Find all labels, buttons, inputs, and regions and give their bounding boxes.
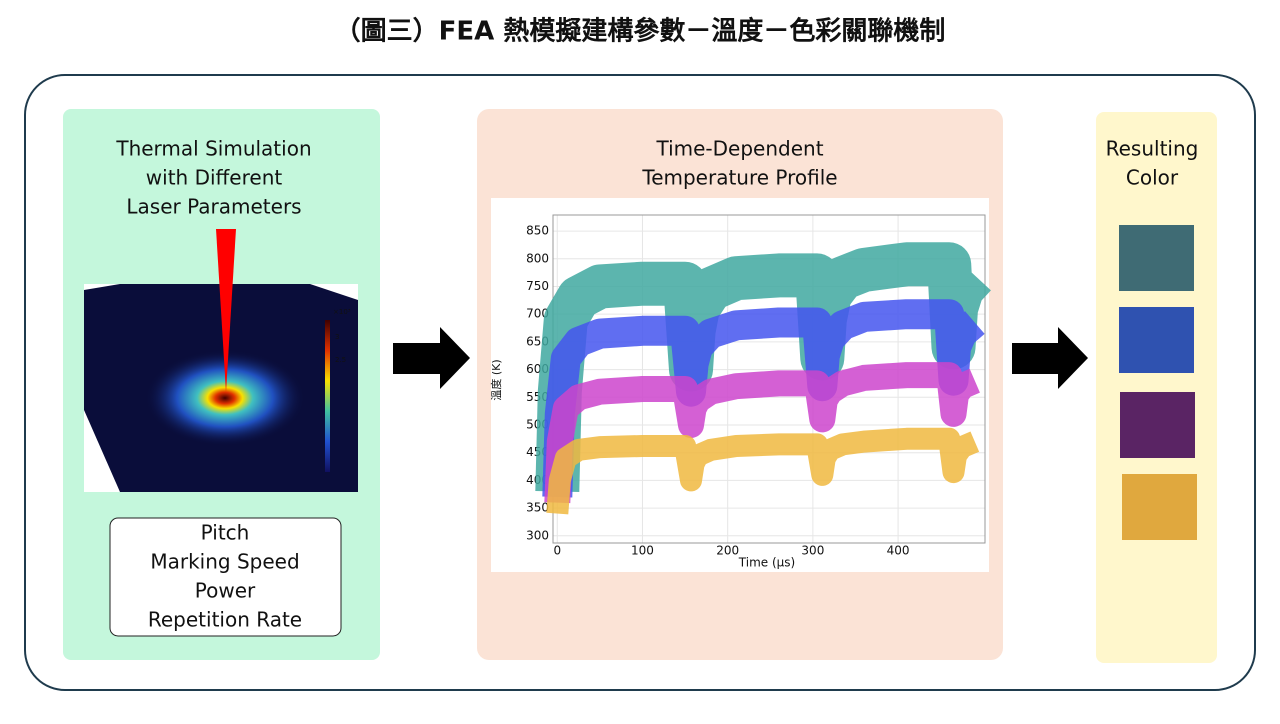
parameter: Marking Speed <box>150 550 299 574</box>
heading: Time-Dependent <box>655 137 823 161</box>
parameter-box <box>109 517 342 637</box>
title: （圖三）FEA 熱模擬建構參數－溫度－色彩關聯機制 <box>335 16 946 47</box>
x-axis-label: Time (μs) <box>738 556 795 570</box>
heading: Color <box>1126 166 1179 190</box>
y-axis-label: 溫度 (K) <box>489 359 503 400</box>
x-tick-label: 100 <box>631 544 654 558</box>
result-panel <box>1096 112 1217 663</box>
x-tick-label: 300 <box>801 544 824 558</box>
y-tick-label: 850 <box>526 224 549 238</box>
heading: Temperature Profile <box>641 166 837 190</box>
colorbar-exponent: ×10³ <box>333 308 351 316</box>
x-tick-label: 0 <box>553 544 561 558</box>
thermal-image: ×10³ 3 2.5 <box>84 229 358 492</box>
heading: Resulting <box>1106 137 1199 161</box>
heading: Laser Parameters <box>126 195 301 219</box>
color-swatch <box>1120 392 1195 458</box>
heading: with Different <box>146 166 283 190</box>
color-swatch <box>1119 307 1194 373</box>
y-tick-label: 300 <box>526 528 549 542</box>
parameter: Repetition Rate <box>148 608 302 632</box>
arrow <box>1012 327 1088 389</box>
temperature-band <box>546 427 980 515</box>
color-swatch <box>1122 474 1197 540</box>
colorbar-label: 2.5 <box>335 356 346 364</box>
temperature-band <box>535 242 991 493</box>
frame <box>24 74 1256 691</box>
y-tick-label: 350 <box>526 501 549 515</box>
x-tick-label: 200 <box>716 544 739 558</box>
laser-beam <box>216 229 236 392</box>
colorbar-label: 3 <box>335 333 339 341</box>
y-tick-label: 700 <box>526 307 549 321</box>
colorbar <box>325 320 330 472</box>
y-tick-label: 750 <box>526 279 549 293</box>
y-tick-label: 800 <box>526 251 549 265</box>
temperature-band <box>544 362 980 504</box>
arrow <box>393 327 470 389</box>
temperature-band <box>542 299 985 498</box>
parameter: Pitch <box>201 521 250 545</box>
heading: Thermal Simulation <box>115 137 311 161</box>
parameter: Power <box>195 579 256 603</box>
x-tick-label: 400 <box>887 544 910 558</box>
color-swatch <box>1119 225 1194 291</box>
